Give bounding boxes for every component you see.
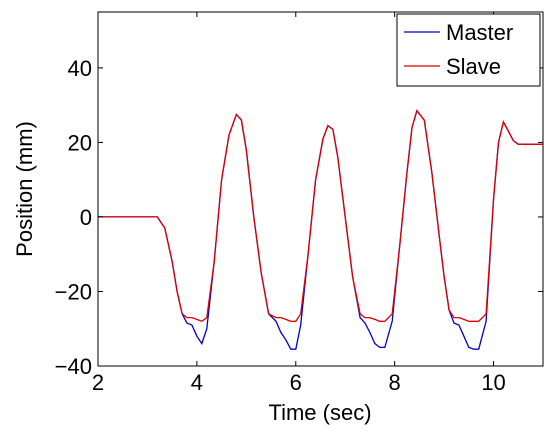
legend-label-slave: Slave (446, 54, 501, 79)
x-tick-label: 10 (481, 370, 505, 395)
y-tick-label: 20 (68, 130, 92, 155)
legend-box (396, 13, 541, 87)
x-tick-label: 4 (191, 370, 203, 395)
y-tick-label: −20 (55, 279, 92, 304)
x-tick-label: 8 (389, 370, 401, 395)
x-tick-label: 6 (290, 370, 302, 395)
y-axis-label: Position (mm) (12, 121, 37, 257)
series-line-slave (98, 109, 543, 323)
x-axis: 2 4 6 8 10 (92, 12, 506, 395)
y-tick-label: 40 (68, 56, 92, 81)
legend-label-master: Master (446, 20, 513, 45)
series-layer (98, 109, 543, 350)
y-tick-label: 0 (80, 205, 92, 230)
plot-area-frame (97, 11, 544, 367)
legend: Master Slave (396, 13, 541, 87)
x-tick-label: 2 (92, 370, 104, 395)
y-tick-label: −40 (55, 354, 92, 379)
x-axis-label: Time (sec) (268, 400, 371, 425)
y-axis: −40 −20 0 20 40 (55, 56, 543, 379)
